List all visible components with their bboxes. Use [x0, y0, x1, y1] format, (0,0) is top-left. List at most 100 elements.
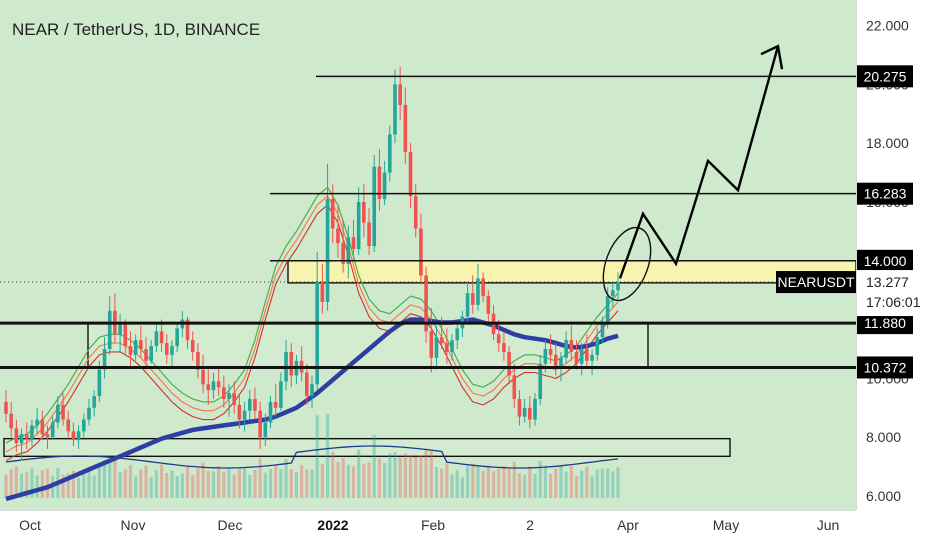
volume-bar [315, 415, 319, 498]
candle-body [66, 419, 71, 432]
volume-bar [82, 473, 86, 498]
candle-body [419, 228, 423, 276]
candle-body [71, 431, 76, 441]
candle-body [222, 387, 226, 399]
volume-bar [383, 463, 387, 498]
volume-bar [40, 470, 44, 498]
candle-body [61, 404, 65, 420]
candle-body [50, 422, 55, 438]
volume-bar [263, 472, 267, 498]
volume-bar [118, 471, 122, 498]
volume-bar [388, 453, 392, 498]
volume-bar [538, 461, 542, 498]
candle-body [465, 293, 470, 317]
level-price-tag [857, 356, 913, 379]
volume-bar [419, 455, 423, 498]
projection-path [618, 45, 780, 279]
candle-body [24, 434, 29, 441]
volume-ma-line [5, 445, 619, 469]
volume-bar [274, 464, 278, 498]
x-tick-label: 2022 [317, 517, 348, 533]
candle-body [45, 434, 50, 438]
candle-body [585, 349, 589, 361]
candle-body [507, 351, 511, 376]
candle-body [30, 425, 34, 441]
candle-body [190, 340, 195, 352]
candle-body [382, 172, 387, 200]
candle-body [429, 331, 434, 358]
volume-bar [331, 452, 335, 498]
breakout-circle [602, 226, 652, 302]
volume-bar [170, 470, 174, 498]
level-price-tag [857, 65, 913, 88]
candle-body [403, 104, 408, 153]
candle-body [175, 328, 179, 347]
volume-bar [403, 453, 407, 498]
volume-bar [455, 470, 459, 498]
candle-body [496, 334, 501, 344]
candle-body [393, 84, 397, 135]
candle-body [605, 296, 610, 323]
volume-bar [211, 471, 216, 498]
x-tick-label: Feb [421, 517, 445, 533]
candle-body [362, 202, 366, 223]
candle-body [336, 228, 340, 244]
candle-body [445, 343, 449, 352]
candle-body [305, 372, 309, 397]
volume-bar [465, 466, 470, 498]
candle-body [564, 340, 568, 358]
volume-bar [585, 466, 589, 498]
volume-bar [377, 458, 382, 498]
level-price-label: 10.372 [864, 359, 907, 375]
candle-body [232, 393, 237, 405]
volume-bar [600, 468, 605, 498]
volume-bar [113, 459, 117, 498]
x-tick-label: May [713, 517, 739, 533]
candle-body [600, 322, 605, 338]
candle-body [522, 407, 527, 417]
volume-bar [66, 473, 70, 498]
candle-body [616, 282, 620, 291]
volume-bar [305, 469, 309, 498]
volume-bar [554, 468, 558, 498]
volume-bar [149, 476, 153, 498]
volume-bar [61, 474, 65, 498]
current-price-label: 13.277 [866, 274, 909, 290]
volume-bar [325, 414, 330, 498]
candle-body [253, 398, 257, 411]
level-price-label: 11.880 [864, 315, 906, 331]
candle-body [574, 351, 579, 364]
volume-bar [180, 473, 184, 498]
candle-body [450, 340, 454, 352]
candle-body [159, 331, 164, 344]
volume-bar [300, 465, 304, 498]
candle-body [242, 410, 247, 420]
candle-body [325, 199, 330, 302]
candle-body [341, 243, 345, 264]
volume-bar [9, 469, 13, 498]
lower-green-zone [3, 437, 731, 458]
volume-bar [165, 473, 169, 498]
candle-body [398, 84, 402, 105]
candle-body [315, 281, 319, 385]
candle-body [548, 349, 553, 355]
volume-bar [242, 468, 247, 498]
volume-bar [14, 466, 18, 498]
candle-body [486, 296, 491, 314]
volume-bar [87, 468, 91, 498]
volume-bar [154, 470, 159, 498]
volume-bar [144, 465, 148, 498]
volume-bar [341, 457, 345, 498]
volume-bar [35, 475, 39, 498]
candle-body [211, 381, 216, 391]
volume-bar [367, 462, 371, 498]
candle-body [216, 381, 221, 388]
volume-bar [429, 450, 433, 498]
volume-bar [206, 471, 210, 498]
volume-bar [237, 469, 241, 498]
volume-bar [408, 455, 413, 498]
volume-bar [372, 434, 376, 498]
candle-body [533, 398, 537, 420]
